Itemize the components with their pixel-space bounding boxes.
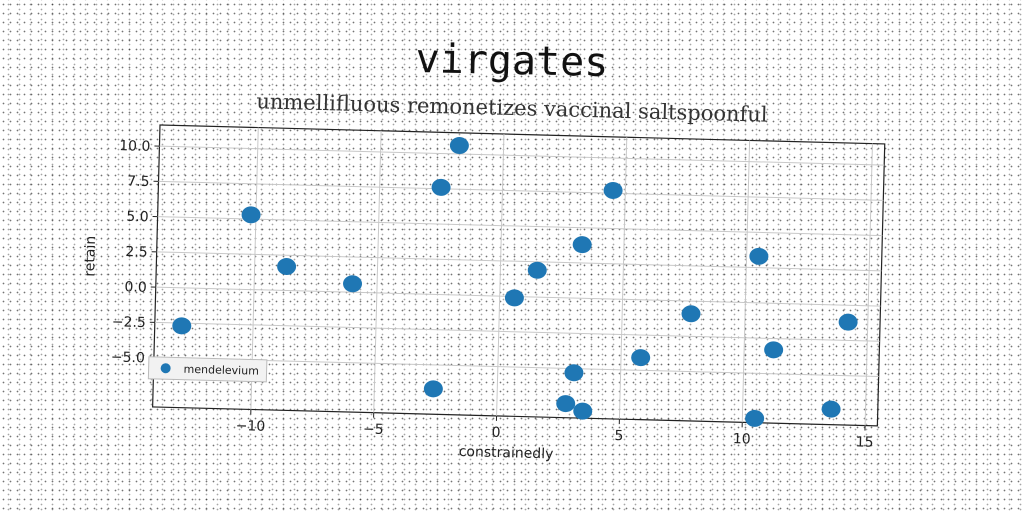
y-tick-label: −2.5 (112, 314, 146, 331)
legend-label: mendelevium (183, 363, 259, 378)
x-axis-label: constrainedly (458, 444, 553, 462)
data-point (504, 289, 524, 307)
data-point (573, 402, 593, 420)
y-tick-label: 0.0 (124, 279, 147, 296)
data-point (556, 395, 576, 413)
y-tick-label: 5.0 (126, 209, 149, 226)
data-point (745, 409, 765, 427)
x-tick-label: 5 (614, 428, 623, 444)
data-point (241, 206, 261, 224)
y-axis-label: retain (82, 236, 99, 277)
legend: mendelevium (147, 356, 268, 383)
y-gridline (156, 251, 882, 272)
data-point (172, 317, 192, 335)
x-tick-label: −10 (235, 418, 265, 435)
x-gridline (373, 130, 382, 413)
y-tick-label: −5.0 (111, 349, 145, 366)
x-gridline (741, 140, 751, 423)
x-gridline (496, 133, 505, 416)
data-point (431, 178, 451, 196)
x-tick-label: 15 (856, 434, 874, 450)
data-point (603, 181, 623, 199)
legend-marker (160, 363, 171, 374)
data-point (423, 380, 443, 398)
data-point (572, 236, 592, 254)
legend-box (147, 356, 268, 383)
y-gridline (153, 357, 879, 378)
data-point (749, 247, 769, 265)
x-gridline (864, 143, 873, 426)
data-point (764, 341, 784, 359)
data-point (631, 349, 651, 367)
x-gridline (618, 137, 628, 420)
data-point (821, 400, 841, 418)
data-point (277, 258, 297, 276)
y-tick-label: 10.0 (119, 138, 151, 155)
y-gridline (154, 321, 880, 342)
data-points (172, 137, 858, 427)
data-point (564, 364, 584, 382)
y-gridline (158, 180, 884, 201)
plot-area: −10 −5 0 5 10 15 −5.0 −2.5 0.0 2.5 5.0 7.5 10.0 cons… (82, 124, 886, 462)
y-gridline (157, 216, 883, 237)
data-point (527, 261, 547, 279)
x-tick-label: 0 (491, 425, 500, 441)
ticks: −10 −5 0 5 10 15 −5.0 −2.5 0.0 2.5 5.0 7.5 10.0 (111, 138, 874, 451)
y-tick-label: 2.5 (125, 244, 148, 261)
y-tick-label: 7.5 (127, 174, 150, 191)
data-point (838, 313, 858, 331)
data-point (343, 275, 363, 293)
data-point (449, 137, 469, 155)
plot-frame (152, 124, 886, 427)
x-tick-label: −5 (363, 421, 384, 438)
y-gridline (159, 145, 885, 166)
data-point (681, 305, 701, 323)
x-tick-label: 10 (733, 431, 751, 447)
